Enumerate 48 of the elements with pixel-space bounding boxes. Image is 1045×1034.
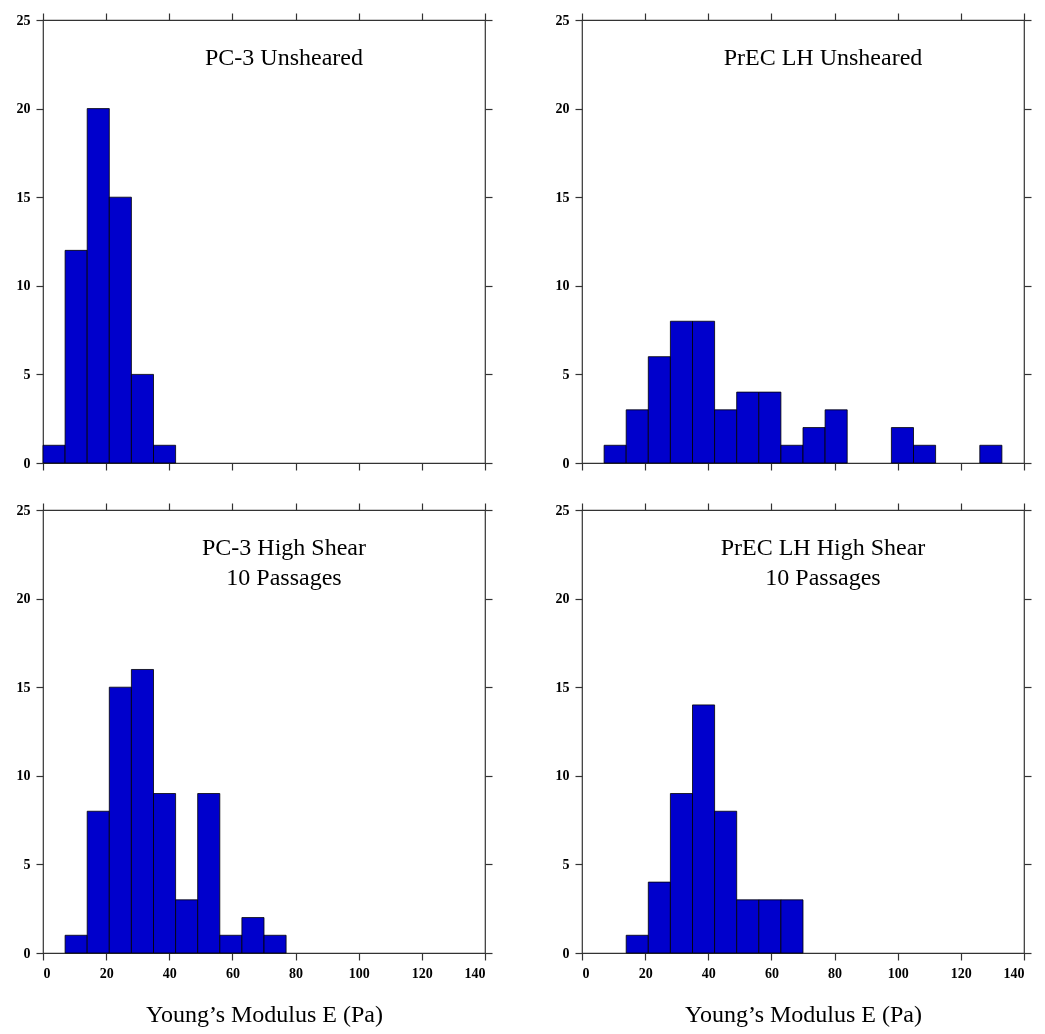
x-tick-label: 40 [701,965,716,981]
x-tick-label: 60 [764,965,779,981]
y-tick-label: 0 [23,455,31,471]
x-tick-label: 60 [225,965,240,981]
y-tick-label: 0 [562,455,570,471]
text: 10 Passages [765,564,881,590]
x-tick-label: 140 [1003,965,1025,981]
y-tick-label: 10 [555,768,570,784]
y-tick-label: 25 [16,12,31,28]
x-tick-label: 100 [887,965,909,981]
x-tick-label: 0 [43,965,51,981]
y-tick-label: 20 [16,591,31,607]
text: PrEC LH Unsheared [723,44,923,70]
x-tick-label: 80 [289,965,304,981]
y-tick-label: 5 [562,366,570,382]
y-tick-label: 25 [555,502,570,518]
y-tick-label: 10 [16,768,31,784]
x-tick-label: 140 [464,965,486,981]
text: PC-3 Unsheared [205,44,363,70]
y-tick-label: 5 [23,366,31,382]
x-tick-label: 80 [828,965,843,981]
y-tick-label: 10 [16,278,31,294]
y-tick-label: 20 [16,101,31,117]
x-tick-label: 120 [411,965,433,981]
y-tick-label: 15 [555,189,570,205]
x-tick-label: 40 [162,965,177,981]
y-tick-label: 0 [23,945,31,961]
y-tick-label: 5 [23,856,31,872]
y-tick-label: 20 [555,101,570,117]
x-tick-label: 100 [348,965,370,981]
y-tick-label: 25 [555,12,570,28]
y-tick-label: 5 [562,856,570,872]
x-tick-label: 0 [582,965,590,981]
x-tick-label: 120 [950,965,972,981]
x-axis-title: Young’s Modulus E (Pa) [146,1000,383,1027]
y-tick-label: 20 [555,591,570,607]
y-tick-label: 10 [555,278,570,294]
text: 10 Passages [226,564,342,590]
y-tick-label: 0 [562,945,570,961]
x-tick-label: 20 [638,965,653,981]
y-tick-label: 25 [16,502,31,518]
text: PrEC LH High Shear [720,534,926,560]
text: PC-3 High Shear [202,534,366,560]
x-tick-label: 20 [99,965,114,981]
y-tick-label: 15 [16,679,31,695]
y-tick-label: 15 [16,189,31,205]
x-axis-title: Young’s Modulus E (Pa) [685,1000,922,1027]
y-tick-label: 15 [555,679,570,695]
